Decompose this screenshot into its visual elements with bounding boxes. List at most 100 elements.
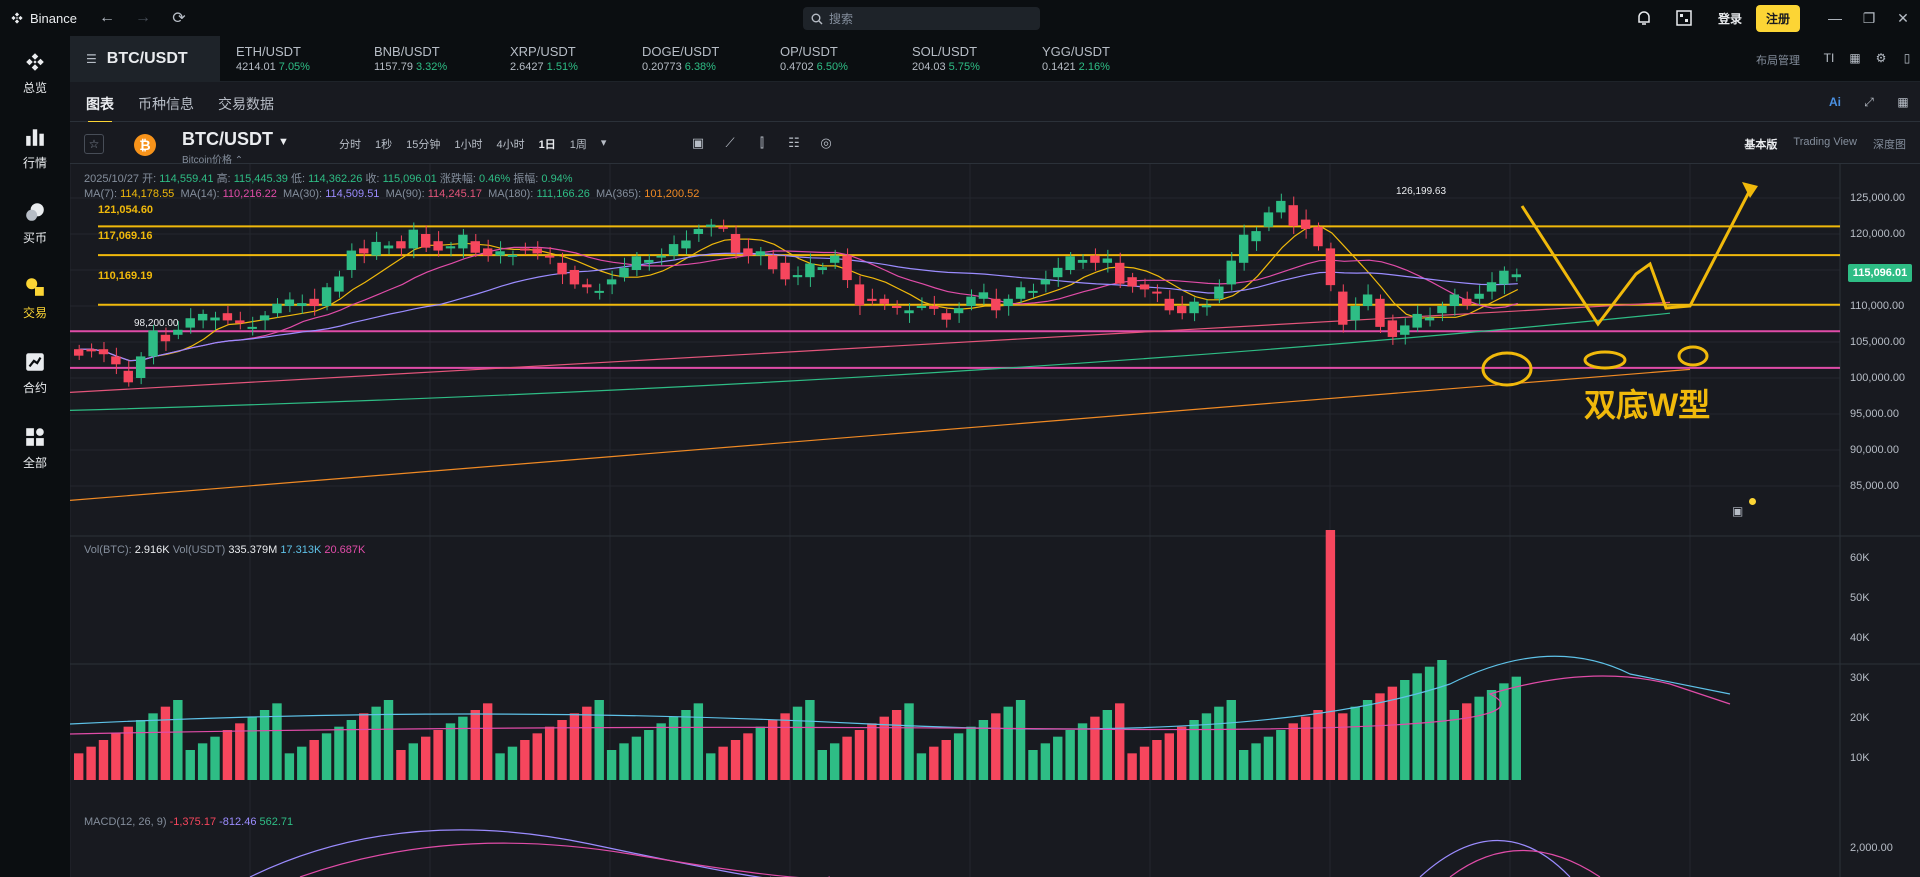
draw-line-icon[interactable]: ⟋ bbox=[725, 135, 735, 150]
bell-icon[interactable] bbox=[1624, 0, 1664, 36]
candle bbox=[978, 292, 989, 299]
sidebar-item-label: 合约 bbox=[22, 381, 47, 395]
favorite-star-icon[interactable]: ☆ bbox=[84, 134, 104, 154]
sidebar-item-buy[interactable]: 买币 bbox=[0, 186, 70, 261]
gear-icon[interactable]: ⚙ bbox=[1875, 51, 1887, 65]
ticker-item[interactable]: XRP/USDT 2.6427 1.51% bbox=[510, 44, 578, 73]
qr-code-icon[interactable] bbox=[1664, 0, 1704, 36]
volume-bar bbox=[953, 733, 964, 780]
minimize-icon[interactable]: — bbox=[1828, 10, 1842, 26]
volume-bar bbox=[693, 703, 704, 780]
price-tick: 95,000.00 bbox=[1850, 408, 1899, 420]
screenshot-icon[interactable]: ▣ bbox=[1732, 504, 1744, 518]
candle bbox=[98, 349, 109, 355]
indicator-ti-button[interactable]: TI bbox=[1823, 51, 1835, 65]
view-depth[interactable]: 深度图 bbox=[1873, 139, 1906, 151]
candle bbox=[1127, 277, 1137, 287]
volume-bar bbox=[111, 733, 121, 780]
forward-button[interactable]: → bbox=[135, 9, 151, 26]
layout-grid-icon[interactable]: ▦ bbox=[1849, 51, 1861, 65]
interval-more-icon[interactable]: ▾ bbox=[600, 137, 607, 149]
interval-option[interactable]: 1周 bbox=[569, 139, 587, 151]
view-tradingview[interactable]: Trading View bbox=[1793, 136, 1857, 148]
ohlc-amp-label: 振幅: bbox=[513, 173, 539, 185]
volume-bar bbox=[1300, 716, 1311, 780]
ticker-symbol: DOGE/USDT bbox=[642, 44, 720, 59]
candle bbox=[953, 308, 964, 314]
search-input[interactable]: 搜索 bbox=[803, 7, 1040, 30]
view-basic[interactable]: 基本版 bbox=[1744, 139, 1778, 151]
volume-bar bbox=[991, 713, 1001, 780]
interval-option[interactable]: 1秒 bbox=[375, 139, 393, 151]
ticker-change: 7.05% bbox=[278, 61, 310, 73]
volume-bar bbox=[582, 706, 592, 780]
coins-icon bbox=[26, 203, 44, 221]
pair-subtitle-text: Bitcoin价格 bbox=[182, 155, 233, 166]
high-marker: 126,199.63 bbox=[1396, 186, 1447, 197]
close-icon[interactable]: ✕ bbox=[1897, 9, 1909, 26]
volume-bar bbox=[458, 716, 468, 780]
sidebar-item-overview[interactable]: 总览 bbox=[0, 36, 70, 111]
login-button[interactable]: 登录 bbox=[1717, 11, 1742, 26]
volume-bar bbox=[520, 740, 530, 780]
interval-option[interactable]: 1小时 bbox=[454, 139, 483, 151]
layout-grid-icon[interactable]: ▦ bbox=[1897, 95, 1909, 109]
sidebar-item-label: 交易 bbox=[22, 306, 47, 320]
sidebar-item-futures[interactable]: 合约 bbox=[0, 336, 70, 411]
sidebar-item-markets[interactable]: 行情 bbox=[0, 111, 70, 186]
candle bbox=[346, 250, 357, 270]
pair-selector[interactable]: BTC/USDT ▼ bbox=[182, 129, 289, 150]
calendar-icon[interactable]: ▣ bbox=[691, 135, 705, 150]
candle-type-icon[interactable]: ⫿ bbox=[759, 135, 765, 150]
mobile-icon[interactable]: ▯ bbox=[1903, 51, 1911, 65]
candle bbox=[359, 248, 369, 254]
ticker-item[interactable]: ETH/USDT 4214.01 7.05% bbox=[236, 44, 310, 73]
interval-option-active[interactable]: 1日 bbox=[538, 139, 556, 151]
tab-chart[interactable]: 图表 bbox=[86, 96, 114, 124]
ma-value: 114,245.17 bbox=[427, 188, 482, 200]
candle bbox=[842, 255, 852, 281]
candle bbox=[1499, 270, 1509, 285]
volume-bar bbox=[904, 703, 914, 780]
candle bbox=[1325, 248, 1336, 286]
volume-bar bbox=[755, 726, 766, 780]
vol-usdt: 335.379M bbox=[228, 544, 278, 556]
expand-icon[interactable]: ⤢ bbox=[1864, 94, 1874, 109]
ticker-item[interactable]: DOGE/USDT 0.20773 6.38% bbox=[642, 44, 719, 73]
ticker-item[interactable]: YGG/USDT 0.1421 2.16% bbox=[1042, 44, 1110, 73]
tab-trading-data[interactable]: 交易数据 bbox=[218, 96, 274, 112]
chart-area[interactable]: 2025/10/27 开: 114,559.41 高: 115,445.39 低… bbox=[70, 164, 1920, 877]
ticker-item[interactable]: OP/USDT 0.4702 6.50% bbox=[780, 44, 848, 73]
volume-bar bbox=[210, 736, 220, 780]
interval-option[interactable]: 4小时 bbox=[496, 139, 525, 151]
restore-icon[interactable]: ❐ bbox=[1862, 9, 1876, 26]
settings-circle-icon[interactable]: ◎ bbox=[820, 135, 832, 150]
volume-bar bbox=[1350, 706, 1360, 780]
interval-option[interactable]: 分时 bbox=[339, 139, 361, 151]
interval-option[interactable]: 15分钟 bbox=[406, 139, 441, 151]
volume-bar bbox=[1003, 706, 1013, 780]
ticker-item[interactable]: SOL/USDT 204.03 5.75% bbox=[912, 44, 980, 73]
candle bbox=[829, 255, 840, 263]
candle bbox=[867, 298, 877, 301]
layout-manager-button[interactable]: 布局管理 bbox=[1756, 55, 1800, 67]
refresh-button[interactable]: ⟳ bbox=[172, 10, 186, 27]
main-pair-tab[interactable]: ☰ BTC/USDT bbox=[70, 36, 220, 82]
volume-bar bbox=[1263, 736, 1274, 780]
tab-coin-info[interactable]: 币种信息 bbox=[138, 96, 194, 112]
back-button[interactable]: ← bbox=[99, 9, 115, 26]
sidebar-item-all[interactable]: 全部 bbox=[0, 411, 70, 486]
indicator-settings-icon[interactable]: ☷ bbox=[788, 135, 800, 150]
volume-bar bbox=[160, 706, 171, 780]
candle bbox=[582, 284, 592, 288]
ticker-item[interactable]: BNB/USDT 1157.79 3.32% bbox=[374, 44, 447, 73]
candle bbox=[706, 224, 716, 227]
volume-bar bbox=[805, 700, 815, 780]
ticker-price: 204.03 bbox=[912, 61, 946, 73]
w-pattern-annotation: 双底W型 bbox=[1584, 387, 1711, 423]
sidebar-item-trade[interactable]: 交易 bbox=[0, 261, 70, 336]
ai-button[interactable]: Ai bbox=[1829, 95, 1841, 109]
ma-value: 101,200.52 bbox=[644, 188, 700, 200]
register-button[interactable]: 注册 bbox=[1755, 4, 1800, 32]
volume-bar bbox=[123, 726, 133, 780]
